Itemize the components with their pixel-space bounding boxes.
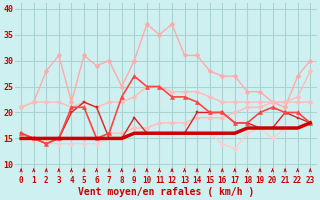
X-axis label: Vent moyen/en rafales ( km/h ): Vent moyen/en rafales ( km/h ) [77, 187, 254, 197]
